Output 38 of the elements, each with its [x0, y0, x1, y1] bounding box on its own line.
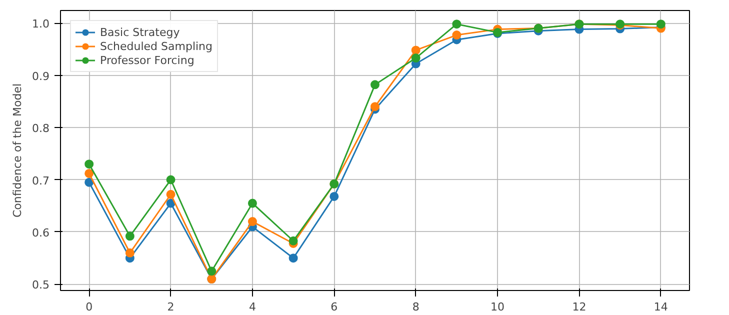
x-tick-label: 10: [490, 300, 505, 314]
legend-label: Professor Forcing: [100, 53, 194, 67]
y-tick-label: 0.7: [32, 174, 50, 188]
point: [656, 20, 666, 29]
y-tick-label: 1.0: [32, 18, 50, 31]
point: [452, 30, 462, 40]
point: [452, 20, 462, 29]
y-tick-label: 0.6: [32, 226, 50, 240]
point: [411, 46, 420, 55]
x-tick-label: 0: [86, 300, 93, 314]
y-tick-label: 0.8: [32, 122, 50, 136]
point: [166, 175, 176, 184]
point: [125, 248, 134, 258]
x-tick-label: 8: [412, 300, 420, 314]
legend-label: Scheduled Sampling: [100, 39, 213, 53]
point: [166, 190, 176, 199]
point: [288, 236, 298, 246]
point: [248, 217, 257, 226]
point: [125, 232, 134, 241]
point: [330, 192, 339, 201]
point: [84, 168, 94, 178]
x-tick-label: 6: [330, 300, 338, 314]
y-tick-label: 0.5: [32, 278, 50, 292]
y-tick-label: 0.9: [32, 70, 50, 83]
legend-label: Basic Strategy: [100, 25, 180, 39]
point: [370, 102, 380, 112]
point: [411, 54, 420, 63]
x-tick-label: 12: [572, 300, 586, 314]
y-axis-title: Confidence of the Model: [11, 83, 24, 218]
x-tick-label: 2: [167, 300, 174, 314]
point: [84, 160, 94, 169]
point: [207, 266, 216, 276]
point: [288, 254, 298, 263]
point: [248, 198, 257, 208]
x-tick-label: 4: [248, 300, 256, 314]
point: [370, 80, 380, 90]
x-tick-label: 14: [654, 300, 668, 314]
point: [84, 178, 94, 187]
